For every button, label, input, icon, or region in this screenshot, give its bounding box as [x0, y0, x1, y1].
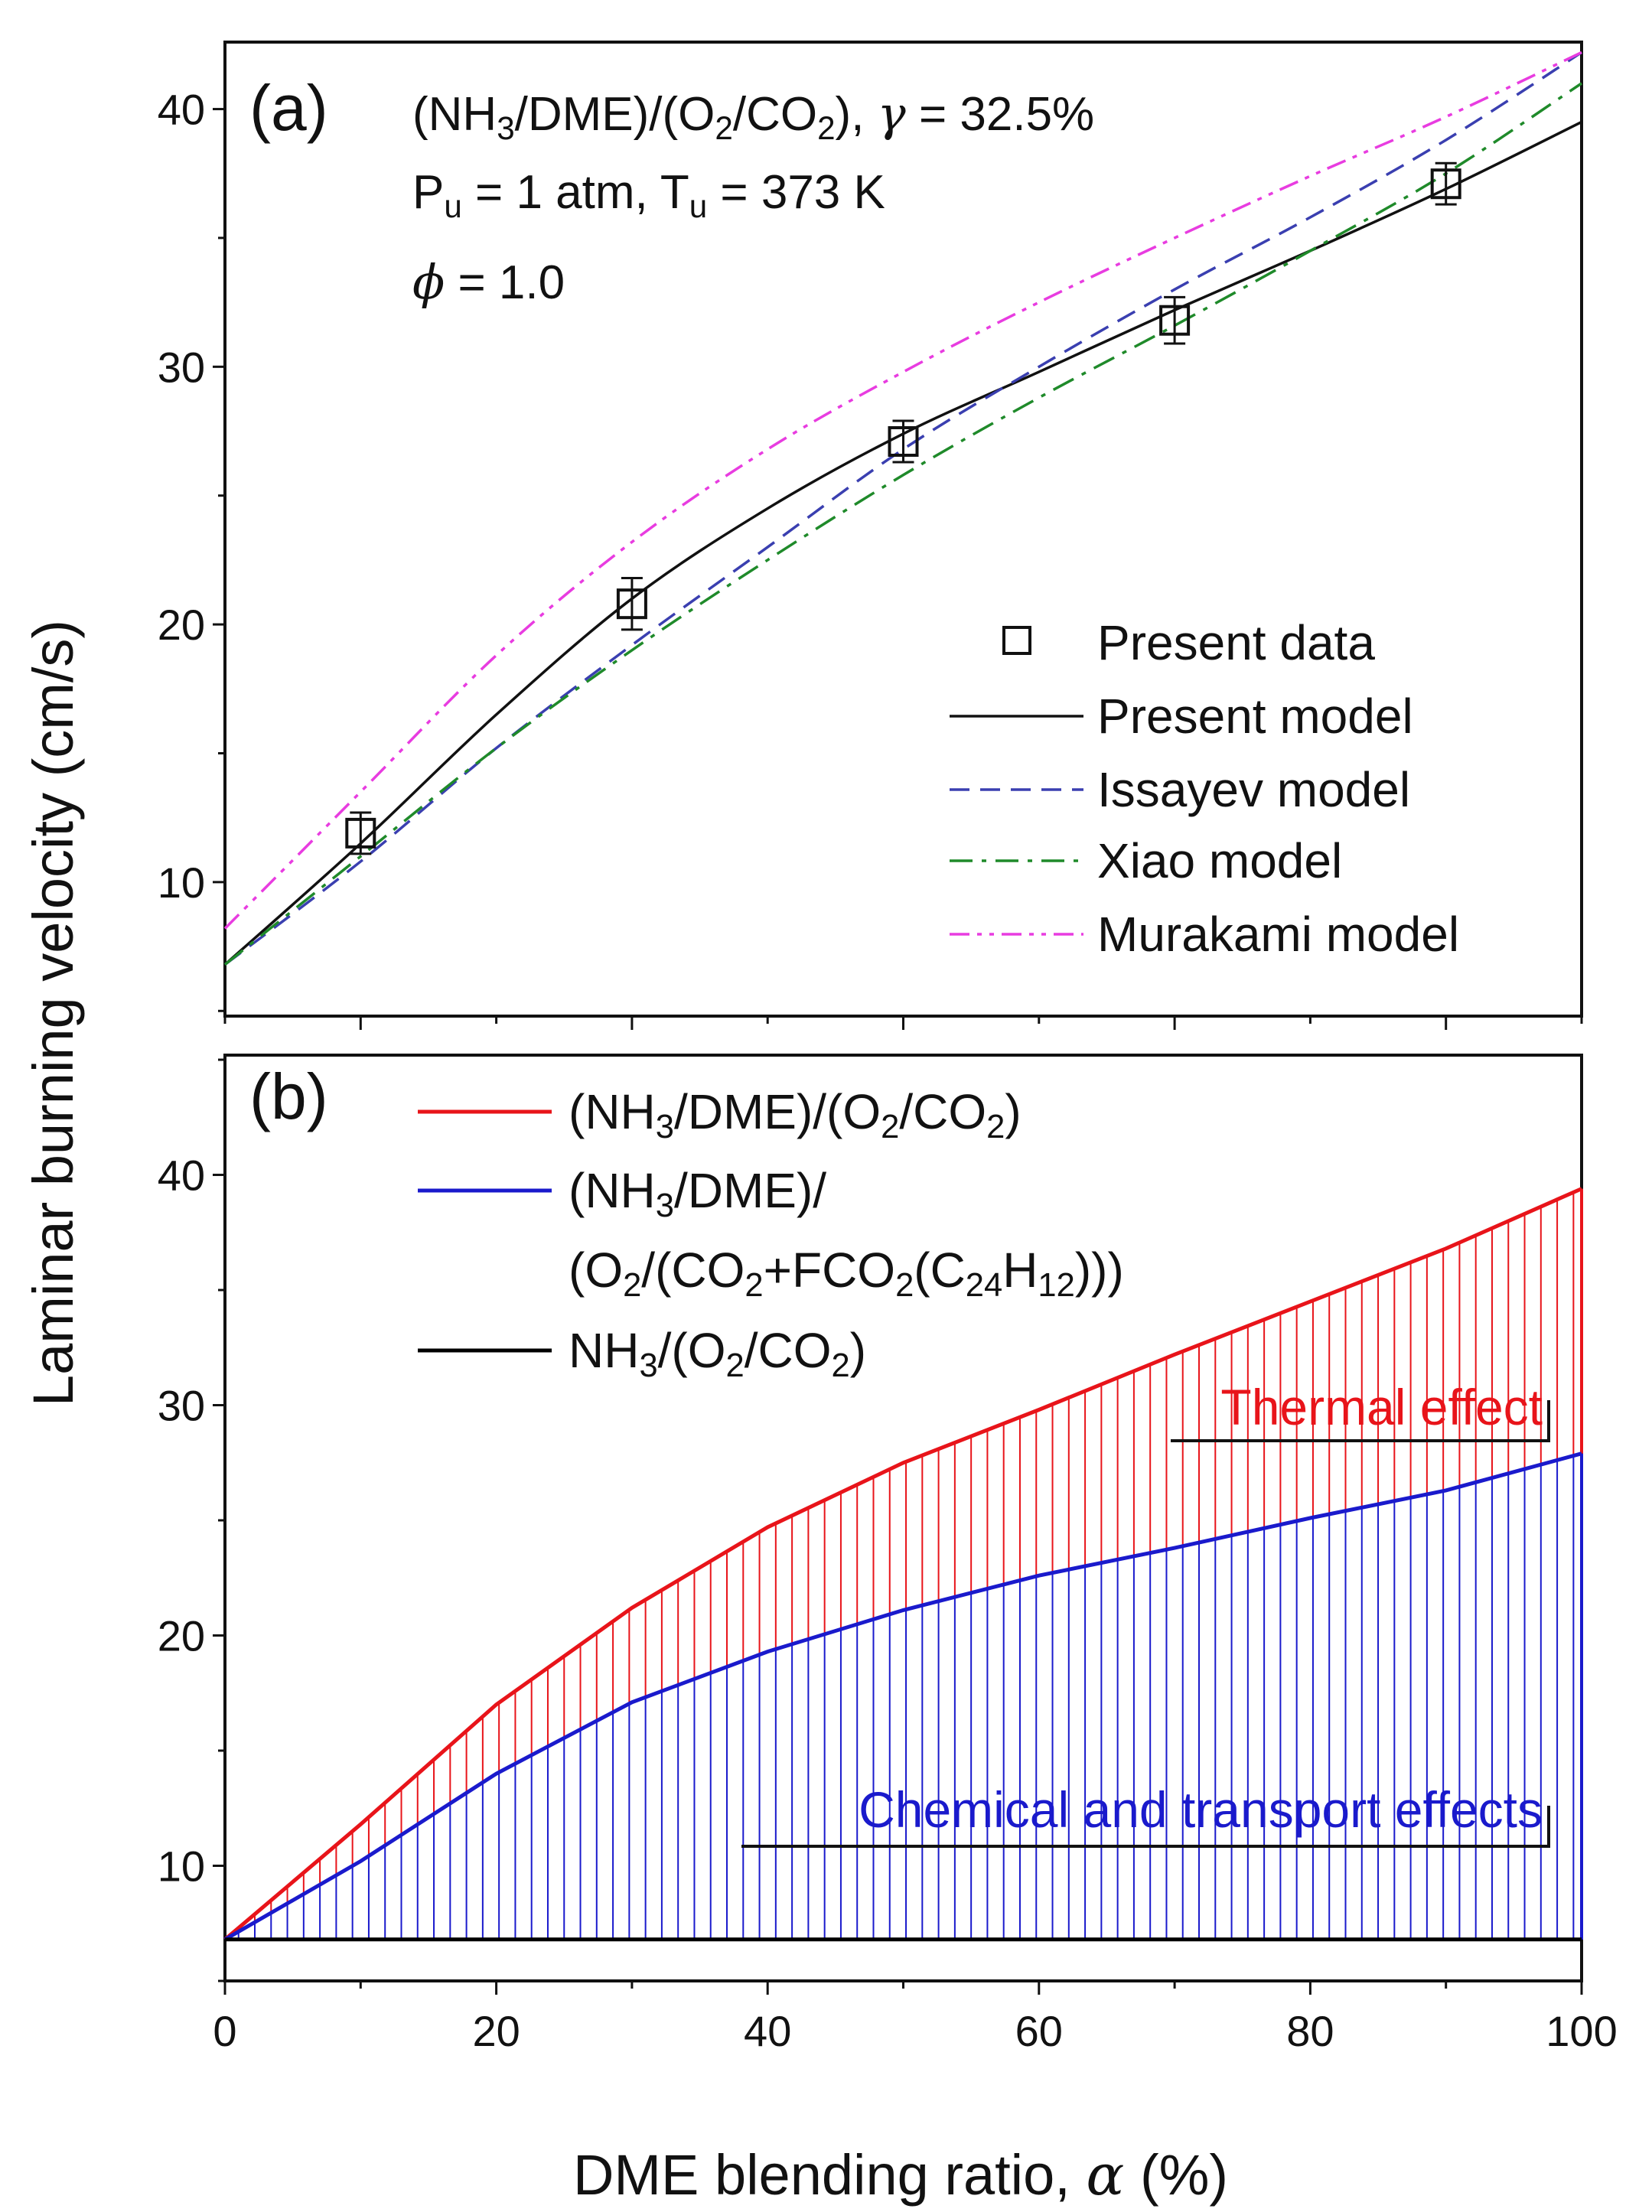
text-segment: /DME)/(O	[674, 1084, 881, 1139]
text-segment: 3	[656, 1109, 674, 1145]
text-segment: /(CO	[641, 1243, 745, 1298]
y-tick-label: 10	[158, 1842, 205, 1891]
text-segment: 2	[986, 1109, 1005, 1145]
legend-marker-square	[1002, 626, 1031, 655]
text-segment: 3	[656, 1187, 674, 1224]
text-segment: H	[1002, 1243, 1038, 1298]
legend-label: NH3/(O2/CO2)	[569, 1323, 866, 1384]
condition-annotation: (NH3/DME)/(O2/CO2), γ = 32.5%	[412, 86, 1094, 146]
x-tick-label: 100	[1546, 2007, 1617, 2055]
text-segment: 3	[639, 1347, 657, 1384]
y-tick-label: 40	[158, 1152, 205, 1200]
text-segment: 3	[497, 110, 514, 146]
text-segment: /CO	[745, 1323, 832, 1378]
data-point	[888, 425, 919, 457]
legend-label: (NH3/DME)/(O2/CO2)	[569, 1084, 1022, 1145]
text-segment: )))	[1075, 1243, 1124, 1298]
text-segment: 2	[726, 1347, 745, 1384]
text-segment: 2	[715, 110, 732, 146]
text-segment: (C	[914, 1243, 966, 1298]
text-segment: )	[1005, 1084, 1021, 1139]
text-segment: /(O	[658, 1323, 726, 1378]
y-tick-label: 40	[158, 86, 205, 134]
y-tick-label: 30	[158, 1382, 205, 1430]
series-line-blue	[223, 1451, 1582, 1941]
text-segment: 2	[895, 1267, 914, 1304]
legend-label: (O2/(CO2+FCO2(C24H12)))	[569, 1243, 1124, 1304]
text-segment: = 373 K	[707, 166, 885, 219]
legend: (NH3/DME)/(O2/CO2)(NH3/DME)/(O2/(CO2+FCO…	[418, 1084, 1124, 1384]
y-tick-label: 30	[158, 343, 205, 391]
y-tick-label: 10	[158, 858, 205, 907]
chemical-label-underline	[741, 1806, 1550, 1848]
text-segment: (O	[569, 1243, 623, 1298]
data-point	[616, 588, 647, 620]
text-segment: /CO	[733, 88, 817, 141]
series-line-red	[223, 1187, 1583, 1941]
text-segment: )	[850, 1323, 866, 1378]
x-tick-label: 60	[1015, 2007, 1063, 2055]
series-line-murakami-model	[223, 50, 1582, 930]
x-tick-label: 0	[213, 2007, 236, 2055]
text-segment: (NH	[569, 1084, 656, 1139]
data-point	[1159, 305, 1191, 336]
legend-label: Present model	[1097, 689, 1413, 744]
text-segment: 24	[966, 1267, 1002, 1304]
x-tick-label: 80	[1286, 2007, 1334, 2055]
text-segment: 2	[623, 1267, 641, 1304]
legend-label: Xiao model	[1097, 833, 1342, 888]
panel-label: (b)	[249, 1060, 328, 1132]
legend-label: Issayev model	[1097, 762, 1410, 817]
text-segment: ϕ	[412, 254, 445, 310]
text-segment: γ	[878, 86, 907, 142]
text-segment: (NH	[412, 88, 497, 141]
text-segment: 2	[881, 1109, 899, 1145]
text-segment: P	[412, 166, 444, 219]
legend: Present data Present model Issayev model Xi…	[950, 615, 1459, 962]
text-segment: u	[689, 188, 707, 224]
text-segment: 2	[745, 1267, 763, 1304]
text-segment: ),	[836, 88, 878, 141]
text-segment: (NH	[569, 1163, 656, 1218]
series-line-present-model	[223, 120, 1582, 966]
text-segment: /CO	[899, 1084, 986, 1139]
x-axis-label: DME blending ratio, α (%)	[573, 2142, 1228, 2208]
text-segment: = 32.5%	[906, 88, 1094, 141]
series-line-xiao-model	[223, 82, 1582, 966]
thermal-label-underline	[1171, 1400, 1550, 1442]
text-segment: = 1 atm, T	[462, 166, 689, 219]
text-segment: 12	[1038, 1267, 1074, 1304]
text-segment: NH	[569, 1323, 639, 1378]
legend-label: Murakami model	[1097, 907, 1459, 962]
legend-label: (NH3/DME)/	[569, 1163, 826, 1224]
y-axis-label: Laminar burning velocity (cm/s)	[21, 620, 85, 1406]
text-segment: 2	[817, 110, 835, 146]
text-segment: u	[444, 188, 461, 224]
x-tick-label: 20	[472, 2007, 520, 2055]
text-segment: /DME)/	[674, 1163, 826, 1218]
y-tick-label: 20	[158, 601, 205, 649]
text-segment: /DME)/(O	[515, 88, 715, 141]
chemical-effect-label: Chemical and transport effects	[859, 1781, 1543, 1838]
condition-annotation: ϕ = 1.0	[412, 254, 565, 310]
thermal-effect-label: Thermal effect	[1220, 1379, 1543, 1435]
data-point	[345, 817, 376, 849]
panel-label: (a)	[249, 72, 328, 144]
text-segment: = 1.0	[445, 256, 565, 309]
text-segment: 2	[832, 1347, 850, 1384]
legend-label: Present data	[1097, 615, 1375, 670]
y-tick-label: 20	[158, 1612, 205, 1660]
x-tick-label: 40	[744, 2007, 791, 2055]
series-line-issayev-model	[223, 51, 1582, 966]
data-point	[1430, 168, 1461, 200]
condition-annotation: Pu = 1 atm, Tu = 373 K	[412, 166, 885, 224]
text-segment: +FCO	[764, 1243, 895, 1298]
